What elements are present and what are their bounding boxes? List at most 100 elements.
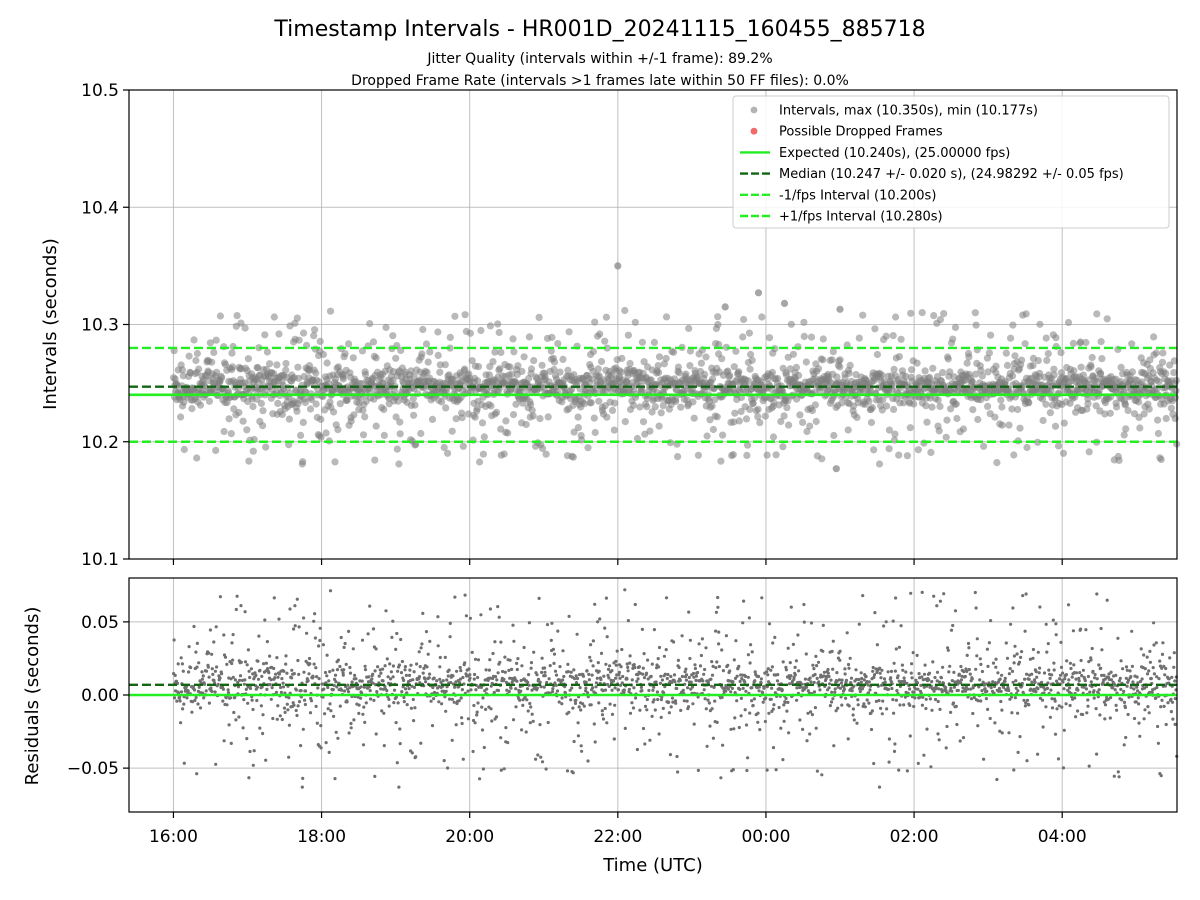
residual-point [880,712,884,716]
residual-point [342,689,347,693]
interval-point [1069,339,1077,347]
residual-point [696,768,701,773]
residual-point [662,654,667,658]
residual-point [669,674,673,679]
interval-point [777,417,785,426]
interval-point [285,415,293,423]
residual-point [817,680,821,684]
interval-point [654,362,662,370]
residual-point [489,684,493,688]
residual-point [900,663,905,667]
residual-point [887,760,891,764]
residual-point [976,724,980,728]
residual-point [376,665,380,669]
residual-point [833,690,837,694]
residual-point [258,726,262,730]
residual-point [933,675,937,680]
residual-point [243,610,247,614]
residual-point [301,776,305,781]
residual-point [261,731,265,736]
interval-point [742,415,751,423]
interval-point [763,451,771,459]
residual-point [826,667,830,672]
residual-point [557,700,561,704]
residual-point [334,680,338,684]
interval-point [646,427,654,435]
interval-point [865,397,873,405]
interval-point [509,411,518,419]
residual-point [884,620,888,624]
interval-point [1152,349,1160,357]
residual-point [538,723,542,727]
residual-point [746,675,750,679]
residual-point [457,699,461,703]
residual-point [1040,698,1045,702]
residual-point [202,682,207,686]
residual-point [311,675,315,679]
residual-point [1079,627,1083,631]
residual-point [346,690,351,694]
interval-point [914,446,922,454]
interval-point [1150,333,1158,341]
residual-point [615,673,619,677]
residual-point [331,688,335,692]
residual-point [641,666,645,670]
residual-point [973,590,977,595]
interval-point [1140,410,1148,418]
residual-point [460,688,464,692]
residual-point [710,660,714,664]
residual-point [1038,605,1042,609]
interval-point [730,363,738,371]
residual-point [605,721,609,725]
residual-point [274,690,279,694]
residual-point [724,634,729,638]
residual-point [1161,641,1165,645]
interval-point [1172,387,1180,395]
residual-point [210,667,214,671]
residual-point [735,674,739,678]
interval-point [417,429,425,438]
residual-point [294,688,298,692]
residual-point [899,624,903,628]
residual-point [851,707,856,711]
interval-point [334,426,342,434]
interval-point [394,397,402,405]
residual-point [784,696,788,701]
residual-point [614,659,618,663]
interval-point [866,384,875,392]
residual-point [1048,676,1052,681]
interval-point-extreme [614,262,622,270]
residual-point [1003,676,1007,681]
interval-point [591,318,599,326]
residual-point [814,726,818,730]
residual-point [959,678,964,682]
residual-point [1140,677,1144,681]
interval-point [485,371,493,379]
residual-point [829,678,833,682]
residual-point [665,676,669,681]
residual-point [726,663,730,667]
residual-point [204,669,209,673]
residual-point [267,671,271,675]
interval-point [726,372,734,380]
residual-point [255,685,260,689]
residual-point [603,706,607,711]
residual-point [379,687,383,691]
interval-point [257,399,265,408]
residual-point [1135,675,1139,679]
residual-point [762,686,766,690]
residual-point [785,709,789,713]
residual-point [939,676,944,680]
residual-point [1031,656,1035,660]
residual-point [948,664,952,668]
residual-point [527,621,532,625]
residual-point [813,672,817,677]
residual-point [372,698,376,703]
residual-point [544,767,548,771]
residual-point [1022,698,1026,702]
interval-point [799,418,807,426]
residual-point [989,686,993,690]
residual-point [872,673,877,677]
interval-point [651,403,659,411]
residual-point [1068,686,1072,690]
